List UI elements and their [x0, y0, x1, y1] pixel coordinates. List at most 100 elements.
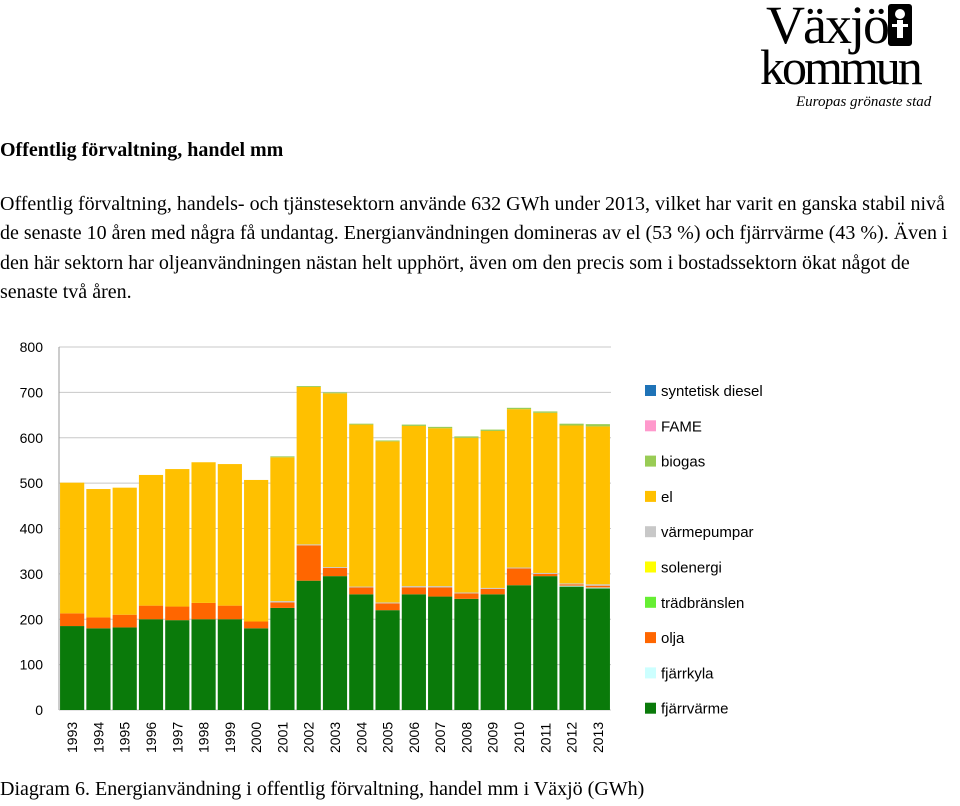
- legend-swatch: [645, 420, 656, 432]
- bar-segment: [112, 614, 137, 628]
- bar-segment: [428, 586, 453, 588]
- x-tick-label: 2013: [590, 722, 606, 753]
- bar-segment: [559, 586, 584, 710]
- bar-segment: [191, 462, 216, 603]
- logo-tagline: Europas grönaste stad: [796, 94, 932, 110]
- legend-swatch: [645, 526, 656, 538]
- bar-segment: [375, 610, 400, 710]
- legend-swatch: [645, 385, 656, 396]
- bar-segment: [322, 567, 348, 577]
- x-tick-label: 2001: [274, 722, 290, 753]
- x-tick-label: 2002: [301, 722, 317, 753]
- bar-segment: [454, 592, 479, 594]
- bar-segment: [428, 426, 453, 429]
- bar-segment: [506, 409, 532, 568]
- bar-segment: [533, 411, 558, 413]
- bar-segment: [585, 587, 610, 589]
- bar-segment: [112, 627, 137, 710]
- legend-label: olja: [661, 630, 685, 647]
- x-tick-label: 2003: [327, 722, 343, 753]
- legend-swatch: [645, 596, 656, 608]
- x-tick-label: 2007: [432, 722, 448, 753]
- bar-segment: [506, 568, 532, 586]
- x-tick-label: 2006: [406, 722, 422, 753]
- legend-swatch: [645, 455, 656, 467]
- bar-segment: [585, 426, 610, 585]
- bar-segment: [60, 613, 85, 627]
- bar-segment: [480, 429, 505, 431]
- bar-segment: [138, 619, 164, 710]
- bar-segment: [480, 588, 505, 595]
- x-tick-label: 1997: [169, 722, 185, 753]
- bar-segment: [244, 479, 269, 622]
- bar-segment: [217, 605, 242, 620]
- bar-segment: [506, 585, 532, 710]
- legend-label: trädbränslen: [661, 595, 744, 612]
- x-tick-label: 1995: [117, 722, 133, 753]
- bar-segment: [428, 596, 453, 710]
- energy-stacked-bar-chart: 0 100 200 300 400 500 600 700 800 1993 1994 1995 199…: [20, 339, 763, 753]
- legend-label: el: [661, 489, 673, 506]
- bar-segment: [60, 482, 85, 614]
- bar-segment: [244, 621, 269, 629]
- legend-label: FAME: [661, 418, 702, 435]
- x-tick-label: 1996: [143, 722, 159, 753]
- bar-segment: [270, 601, 295, 603]
- section-heading: Offentlig förvaltning, handel mm: [0, 139, 284, 161]
- y-tick-label: 800: [20, 339, 44, 355]
- bar-segment: [270, 607, 295, 710]
- legend-swatch: [645, 702, 656, 714]
- bar-segment: [296, 386, 321, 545]
- bar-segment: [533, 412, 558, 573]
- body-paragraph: Offentlig förvaltning, handels- och tjän…: [0, 193, 948, 304]
- logo-line2: kommun: [760, 39, 923, 95]
- bar-segment: [217, 619, 242, 710]
- bar-segment: [349, 424, 374, 587]
- bar-segment: [322, 567, 348, 568]
- legend-label: fjärrkyla: [661, 665, 714, 682]
- bar-segment: [401, 586, 426, 588]
- bar-segment: [138, 474, 164, 606]
- bar-segment: [191, 602, 216, 620]
- bar-segment: [322, 576, 348, 710]
- y-tick-label: 500: [20, 475, 44, 491]
- bar-segment: [349, 594, 374, 710]
- y-tick-label: 400: [20, 521, 44, 537]
- bar-segment: [533, 573, 558, 577]
- y-tick-label: 200: [20, 611, 44, 627]
- bar-segment: [244, 628, 269, 710]
- bar-segment: [191, 619, 216, 710]
- legend-label: biogas: [661, 454, 705, 471]
- legend-label: syntetisk diesel: [661, 383, 763, 400]
- y-tick-label: 600: [20, 430, 44, 446]
- bar-segment: [86, 489, 111, 618]
- legend-swatch: [645, 561, 656, 573]
- bar-segment: [296, 386, 321, 387]
- x-tick-label: 2009: [485, 722, 501, 753]
- bar-segment: [375, 440, 400, 442]
- bar-segment: [86, 617, 111, 629]
- bar-segment: [559, 583, 584, 585]
- city-seal-icon: [888, 4, 912, 46]
- bar-segment: [349, 587, 374, 595]
- bar-segment: [165, 620, 190, 710]
- bar-segment: [533, 576, 558, 710]
- bar-segment: [533, 572, 558, 574]
- bar-segment: [454, 437, 479, 593]
- bar-segment: [559, 425, 584, 584]
- bar-segment: [454, 436, 479, 438]
- bar-segment: [322, 392, 348, 394]
- bar-segment: [401, 425, 426, 587]
- legend-swatch: [645, 667, 656, 679]
- y-tick-label: 100: [20, 657, 44, 673]
- bar-segment: [401, 587, 426, 595]
- x-tick-label: 2000: [248, 722, 264, 753]
- bar-segment: [480, 587, 505, 589]
- logo-line1: Växjö: [766, 0, 890, 55]
- x-tick-label: 1998: [196, 722, 212, 753]
- x-tick-label: 1993: [64, 722, 80, 753]
- bar-segment: [480, 594, 505, 710]
- x-tick-label: 2004: [353, 722, 369, 753]
- x-tick-label: 2012: [564, 722, 580, 753]
- bar-segment: [480, 430, 505, 588]
